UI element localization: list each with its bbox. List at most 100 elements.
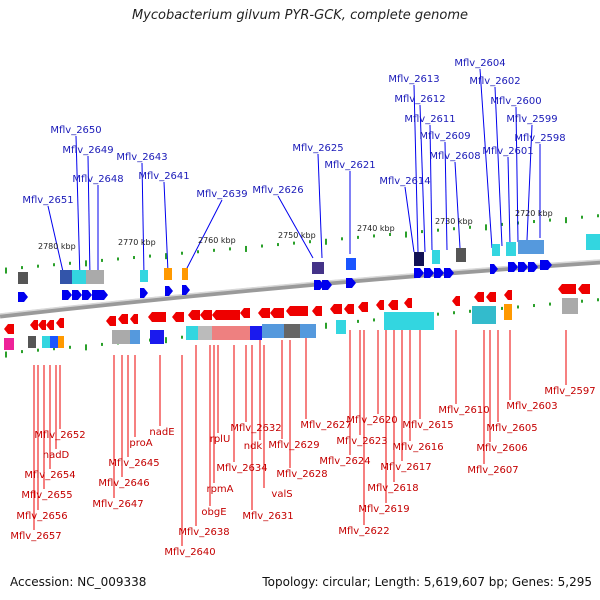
forward-gene-label[interactable]: Mflv_2604 (454, 58, 505, 69)
reverse-gene-arrow[interactable] (200, 310, 212, 320)
forward-gene-label[interactable]: Mflv_2598 (514, 133, 565, 144)
forward-gene-label[interactable]: Mflv_2602 (469, 76, 520, 87)
reverse-gene-label[interactable]: ndk (244, 441, 263, 452)
reverse-gene-arrow[interactable] (452, 296, 460, 306)
reverse-gene-label[interactable]: rpmA (206, 484, 233, 495)
forward-gene-arrow[interactable] (72, 290, 82, 300)
reverse-gene-arrow[interactable] (148, 312, 166, 322)
forward-gene-arrow[interactable] (528, 262, 538, 272)
forward-gene-label[interactable]: Mflv_2612 (394, 94, 445, 105)
reverse-gene-label[interactable]: Mflv_2645 (108, 458, 159, 469)
forward-gene-label[interactable]: Mflv_2599 (506, 114, 557, 125)
reverse-gene-label[interactable]: Mflv_2603 (506, 401, 557, 412)
reverse-gene-arrow[interactable] (330, 304, 342, 314)
forward-gene-label[interactable]: Mflv_2601 (482, 146, 533, 157)
forward-gene-arrow[interactable] (82, 290, 92, 300)
reverse-gene-label[interactable]: Mflv_2597 (544, 386, 595, 397)
forward-gene-arrow[interactable] (18, 292, 28, 302)
reverse-gene-arrow[interactable] (212, 310, 240, 320)
reverse-gene-arrow[interactable] (558, 284, 576, 294)
forward-gene-label[interactable]: Mflv_2626 (252, 185, 303, 196)
reverse-gene-label[interactable]: obgE (201, 507, 226, 518)
forward-gene-label[interactable]: Mflv_2625 (292, 143, 343, 154)
reverse-gene-label[interactable]: Mflv_2631 (242, 511, 293, 522)
reverse-gene-label[interactable]: Mflv_2616 (392, 442, 443, 453)
forward-gene-arrow[interactable] (165, 286, 173, 296)
reverse-gene-label[interactable]: Mflv_2623 (336, 436, 387, 447)
forward-gene-arrow[interactable] (182, 285, 190, 295)
reverse-gene-arrow[interactable] (46, 320, 54, 330)
reverse-gene-label[interactable]: Mflv_2656 (16, 511, 67, 522)
reverse-gene-arrow[interactable] (130, 314, 138, 324)
forward-gene-arrow[interactable] (62, 290, 72, 300)
reverse-gene-arrow[interactable] (258, 308, 270, 318)
reverse-gene-label[interactable]: Mflv_2617 (380, 462, 431, 473)
reverse-gene-label[interactable]: valS (271, 489, 292, 500)
forward-gene-label[interactable]: Mflv_2611 (404, 114, 455, 125)
reverse-gene-arrow[interactable] (4, 324, 14, 334)
reverse-gene-label[interactable]: proA (129, 438, 152, 449)
reverse-gene-label[interactable]: Mflv_2606 (476, 443, 527, 454)
reverse-gene-label[interactable]: Mflv_2632 (230, 423, 281, 434)
reverse-gene-arrow[interactable] (38, 320, 46, 330)
forward-gene-label[interactable]: Mflv_2648 (72, 174, 123, 185)
reverse-gene-arrow[interactable] (358, 302, 368, 312)
forward-gene-arrow[interactable] (140, 288, 148, 298)
reverse-gene-arrow[interactable] (56, 318, 64, 328)
reverse-gene-arrow[interactable] (404, 298, 412, 308)
reverse-gene-label[interactable]: Mflv_2647 (92, 499, 143, 510)
reverse-gene-arrow[interactable] (504, 290, 512, 300)
reverse-gene-arrow[interactable] (172, 312, 184, 322)
reverse-gene-arrow[interactable] (30, 320, 38, 330)
reverse-gene-label[interactable]: nadE (149, 427, 174, 438)
reverse-gene-arrow[interactable] (240, 308, 250, 318)
reverse-gene-label[interactable]: Mflv_2610 (438, 405, 489, 416)
reverse-gene-label[interactable]: Mflv_2629 (268, 440, 319, 451)
reverse-gene-label[interactable]: Mflv_2622 (338, 526, 389, 537)
forward-gene-arrow[interactable] (314, 280, 324, 290)
forward-gene-arrow[interactable] (490, 264, 498, 274)
forward-gene-label[interactable]: Mflv_2600 (490, 96, 541, 107)
reverse-gene-label[interactable]: Mflv_2654 (24, 470, 75, 481)
reverse-gene-label[interactable]: Mflv_2640 (164, 547, 215, 558)
reverse-gene-arrow[interactable] (286, 306, 308, 316)
forward-gene-arrow[interactable] (444, 268, 454, 278)
reverse-gene-arrow[interactable] (486, 292, 496, 302)
reverse-gene-arrow[interactable] (578, 284, 590, 294)
reverse-gene-label[interactable]: Mflv_2618 (367, 483, 418, 494)
reverse-gene-arrow[interactable] (270, 308, 284, 318)
reverse-gene-arrow[interactable] (118, 314, 128, 324)
forward-gene-arrow[interactable] (434, 268, 444, 278)
forward-gene-label[interactable]: Mflv_2609 (419, 131, 470, 142)
forward-gene-arrow[interactable] (540, 260, 552, 270)
reverse-gene-label[interactable]: Mflv_2655 (21, 490, 72, 501)
forward-gene-arrow[interactable] (346, 278, 356, 288)
reverse-gene-arrow[interactable] (344, 304, 354, 314)
reverse-gene-arrow[interactable] (106, 316, 116, 326)
reverse-gene-arrow[interactable] (188, 310, 200, 320)
forward-gene-arrow[interactable] (518, 262, 528, 272)
reverse-gene-label[interactable]: Mflv_2638 (178, 527, 229, 538)
reverse-gene-label[interactable]: Mflv_2620 (346, 415, 397, 426)
forward-gene-label[interactable]: Mflv_2650 (50, 125, 101, 136)
forward-gene-label[interactable]: Mflv_2621 (324, 160, 375, 171)
reverse-gene-label[interactable]: rplU (210, 434, 231, 445)
forward-gene-label[interactable]: Mflv_2641 (138, 171, 189, 182)
forward-gene-label[interactable]: Mflv_2649 (62, 145, 113, 156)
reverse-gene-arrow[interactable] (388, 300, 398, 310)
forward-gene-label[interactable]: Mflv_2651 (22, 195, 73, 206)
reverse-gene-label[interactable]: Mflv_2657 (10, 531, 61, 542)
reverse-gene-label[interactable]: Mflv_2624 (319, 456, 370, 467)
reverse-gene-label[interactable]: Mflv_2634 (216, 463, 267, 474)
forward-gene-label[interactable]: Mflv_2614 (379, 176, 430, 187)
reverse-gene-arrow[interactable] (312, 306, 322, 316)
reverse-gene-label[interactable]: Mflv_2628 (276, 469, 327, 480)
forward-gene-arrow[interactable] (414, 268, 424, 278)
forward-gene-label[interactable]: Mflv_2639 (196, 189, 247, 200)
forward-gene-arrow[interactable] (508, 262, 518, 272)
reverse-gene-label[interactable]: Mflv_2652 (34, 430, 85, 441)
forward-gene-arrow[interactable] (424, 268, 434, 278)
reverse-gene-label[interactable]: Mflv_2615 (402, 420, 453, 431)
reverse-gene-arrow[interactable] (474, 292, 484, 302)
forward-gene-label[interactable]: Mflv_2608 (429, 151, 480, 162)
